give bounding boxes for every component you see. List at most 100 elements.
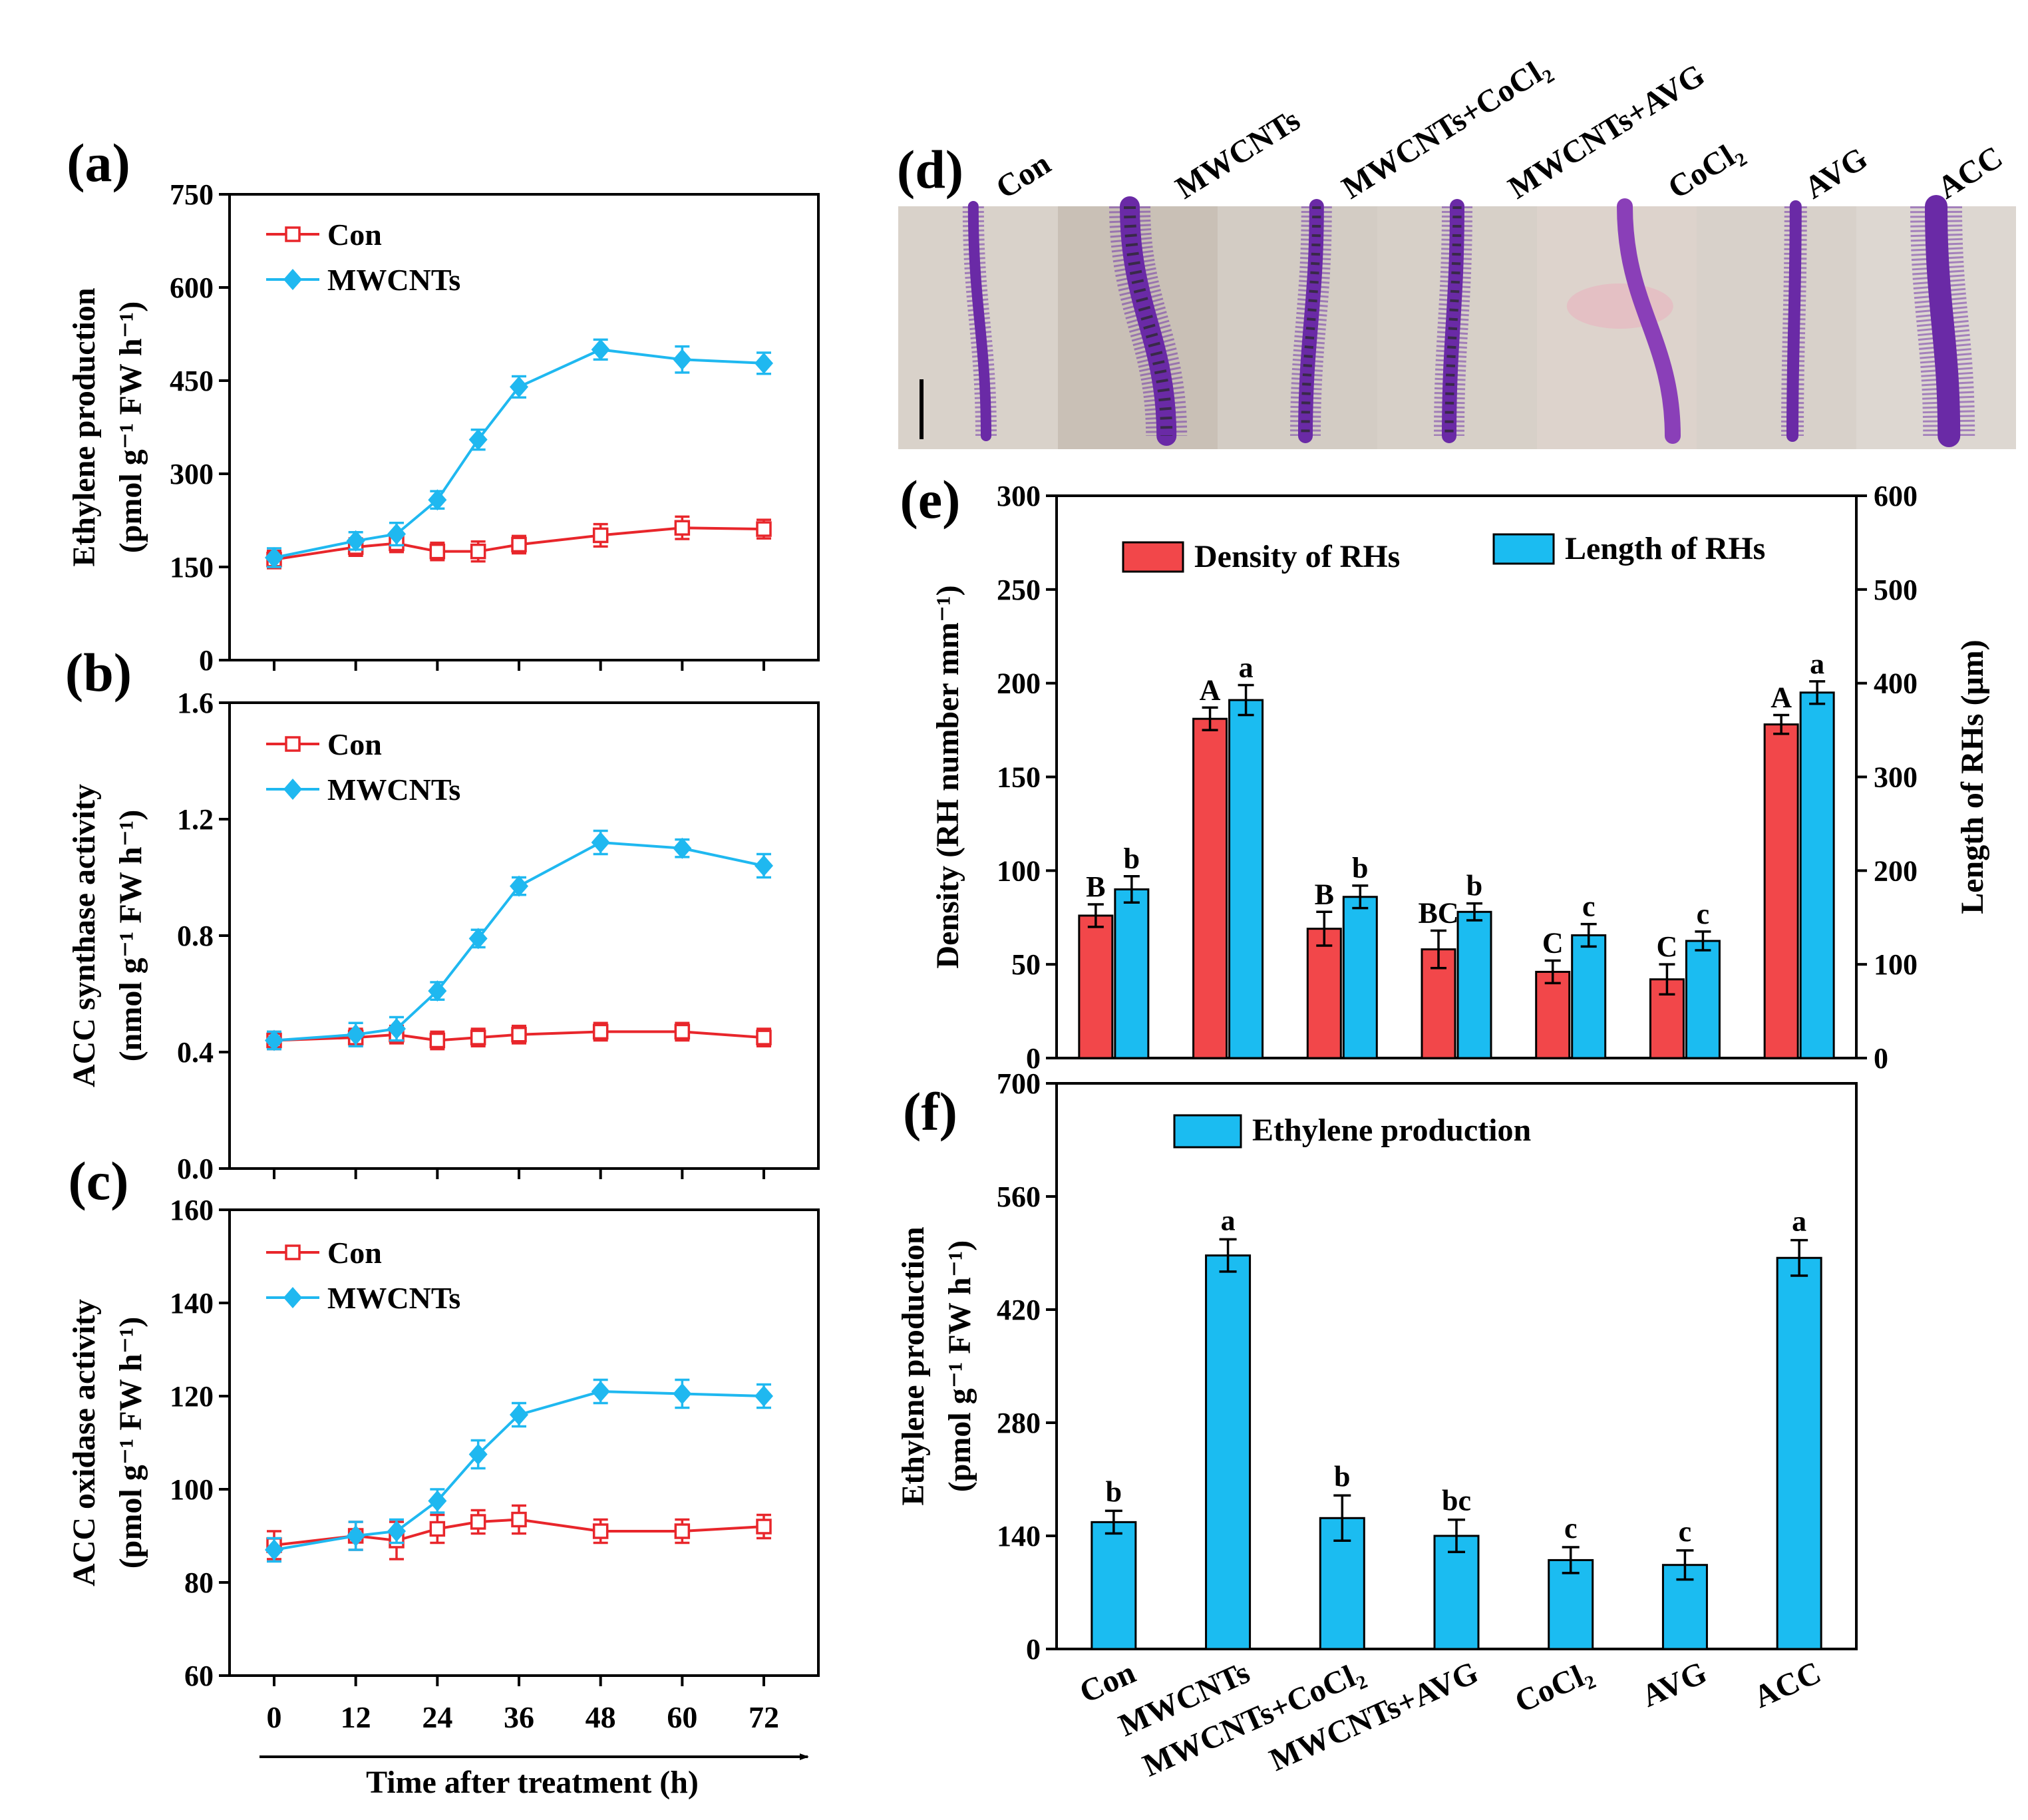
y-tick-label-f: 560 <box>997 1181 1041 1213</box>
plot-frame-b <box>228 701 820 1170</box>
y-tick-label-left: 200 <box>997 667 1041 700</box>
data-point-mwcnts <box>755 1385 773 1407</box>
data-point-mwcnts <box>468 429 488 451</box>
data-point-con <box>756 1029 772 1045</box>
data-point-mwcnts <box>468 1443 488 1465</box>
y-tick-label-b: 1.6 <box>177 687 214 719</box>
legend-label-ethylene: Ethylene production <box>1252 1113 1531 1148</box>
data-point-mwcnts <box>591 832 610 853</box>
legend-label-length: Length of RHs <box>1565 531 1765 566</box>
x-tick-label: 24 <box>422 1700 452 1734</box>
data-point-con <box>470 1514 486 1530</box>
bar-length <box>1228 699 1264 1059</box>
data-point-mwcnts <box>673 349 692 371</box>
treatment-label-0: Con <box>990 146 1057 206</box>
y-tick-label-f: 700 <box>997 1067 1041 1100</box>
legend-label-con: Con <box>327 727 382 761</box>
bar-length <box>1685 940 1721 1059</box>
data-point-con <box>470 543 486 560</box>
y-tick-label-left: 300 <box>997 480 1041 512</box>
significance-letter: b <box>1106 1475 1122 1508</box>
panel-f: 0 140 280 420 560 700 (f) Ethylene production (p… <box>896 1067 1858 1783</box>
legend-marker-con <box>285 226 301 242</box>
y-tick-label-left: 100 <box>997 854 1041 887</box>
y-tick-label-right: 500 <box>1874 574 1918 606</box>
data-point-mwcnts <box>428 980 447 1002</box>
significance-letter: a <box>1239 651 1254 683</box>
data-point-con <box>756 521 772 537</box>
data-point-mwcnts <box>510 376 528 398</box>
x-tick-label: 72 <box>749 1700 779 1734</box>
panel-label-e: (e) <box>900 469 960 530</box>
root-2 <box>1298 199 1324 443</box>
significance-letter: c <box>1564 1512 1578 1545</box>
root-6 <box>1925 195 1961 447</box>
y-tick-label-c: 160 <box>170 1194 214 1226</box>
y-tick-label-c: 140 <box>170 1287 214 1320</box>
photo-tile <box>1697 206 1856 449</box>
panel-label-b: (b) <box>65 642 132 703</box>
bar-ethylene <box>1205 1254 1252 1650</box>
y-tick-label-a: 0 <box>199 644 214 677</box>
y-axis-title-f: Ethylene production <box>896 1226 931 1505</box>
y-tick-label-a: 750 <box>170 178 214 211</box>
y-tick-label-c: 120 <box>170 1380 214 1413</box>
significance-letter: b <box>1466 870 1482 902</box>
data-point-con <box>429 1032 446 1049</box>
bar-length <box>1342 896 1378 1059</box>
legend-label-mwcnts: MWCNTs <box>327 773 460 807</box>
y-tick-label-f: 140 <box>997 1520 1041 1552</box>
bar-density <box>1078 914 1114 1059</box>
panel-label-a: (a) <box>67 132 130 193</box>
significance-letter: a <box>1810 647 1824 680</box>
plot-frame-a <box>228 193 820 661</box>
data-point-mwcnts <box>428 1490 447 1512</box>
legend-marker-mwcnts <box>283 779 302 800</box>
data-point-con <box>592 1523 609 1539</box>
data-point-con <box>511 1511 527 1528</box>
plot-frame-c <box>228 1208 820 1677</box>
data-point-con <box>674 520 691 536</box>
data-point-con <box>674 1523 691 1539</box>
data-point-mwcnts <box>265 1029 283 1051</box>
data-point-con <box>592 1023 609 1040</box>
y-axis-title-a: Ethylene production <box>67 287 102 566</box>
data-point-con <box>470 1029 486 1045</box>
legend-marker-con <box>285 1244 301 1260</box>
y-tick-label-a: 300 <box>170 458 214 490</box>
data-point-con <box>429 1521 446 1537</box>
significance-letter: B <box>1315 878 1334 910</box>
data-point-mwcnts <box>510 875 528 897</box>
y-axis-title-right: Length of RHs (μm) <box>1955 639 1990 914</box>
y-tick-label-right: 100 <box>1874 948 1918 981</box>
legend-swatch-ethylene <box>1173 1114 1242 1149</box>
legend-marker-mwcnts <box>283 1287 302 1308</box>
legend-label-mwcnts: MWCNTs <box>327 263 460 297</box>
carbon-particles <box>1124 206 1173 437</box>
data-point-mwcnts <box>265 547 283 568</box>
legend-marker-con <box>285 736 301 752</box>
x-axis-title: Time after treatment (h) <box>366 1765 699 1800</box>
significance-letter: c <box>1679 1515 1692 1548</box>
y-axis-title-left: Density (RH number mm⁻¹) <box>930 585 965 968</box>
category-label: ACC <box>1749 1655 1826 1716</box>
data-point-con <box>511 536 527 553</box>
legend-swatch-density <box>1122 541 1184 573</box>
panel-b: 0.0 0.4 0.8 1.2 1.6 (b) ACC synthase activity (… <box>65 642 820 1185</box>
x-tick-label: 60 <box>667 1700 697 1734</box>
y-tick-label-b: 1.2 <box>177 803 214 836</box>
y-tick-label-left: 0 <box>1026 1042 1041 1075</box>
legend-label-mwcnts: MWCNTs <box>327 1281 460 1315</box>
data-point-mwcnts <box>755 352 773 374</box>
category-label: Con <box>1075 1655 1141 1710</box>
y-tick-label-b: 0.4 <box>177 1036 214 1069</box>
y-tick-label-right: 300 <box>1874 761 1918 794</box>
bar-density <box>1535 970 1571 1059</box>
root-3 <box>1442 199 1464 443</box>
root-5 <box>1786 200 1802 442</box>
y-tick-label-right: 600 <box>1874 480 1918 512</box>
significance-letter: c <box>1697 898 1710 930</box>
data-point-mwcnts <box>673 1383 692 1405</box>
data-point-mwcnts <box>346 530 365 552</box>
